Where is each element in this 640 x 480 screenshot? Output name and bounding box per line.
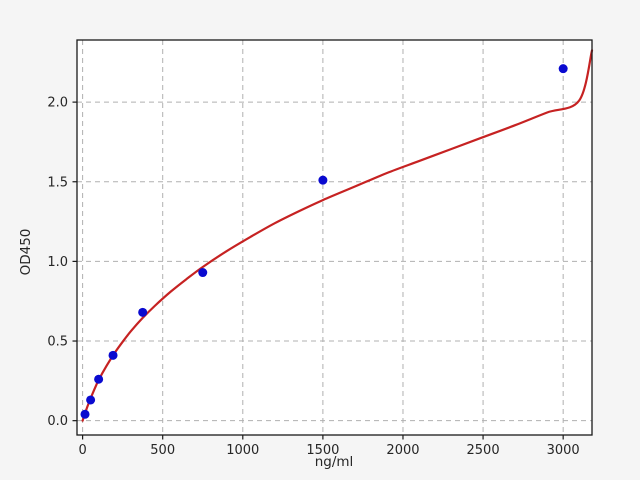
x-tick-label: 0 — [78, 443, 86, 458]
data-point-marker — [86, 395, 96, 405]
gridlines — [77, 40, 592, 435]
plot-area-background — [77, 40, 592, 435]
x-axis-ticks: 0 500 1000 1500 2000 2500 3000 — [78, 435, 580, 458]
x-tick-label: 1500 — [306, 443, 339, 458]
data-point-marker — [80, 409, 90, 419]
fitted-curve — [81, 49, 594, 422]
x-tick-label: 3000 — [547, 443, 580, 458]
data-point-marker — [318, 175, 328, 185]
data-layer — [80, 49, 594, 422]
y-tick-label: 2.0 — [47, 96, 68, 111]
x-tick-label: 2500 — [467, 443, 500, 458]
data-point-marker — [94, 374, 104, 384]
y-axis-ticks: 0.0 0.5 1.0 1.5 2.0 — [47, 96, 77, 429]
x-tick-label: 1000 — [226, 443, 259, 458]
data-point-marker — [558, 64, 568, 74]
data-point-marker — [198, 268, 208, 278]
x-axis-title: ng/ml — [315, 454, 354, 470]
data-point-markers — [80, 64, 568, 419]
y-tick-label: 0.0 — [47, 414, 68, 429]
x-tick-label: 500 — [150, 443, 175, 458]
y-tick-label: 1.0 — [47, 255, 68, 270]
data-point-marker — [138, 307, 148, 317]
axes-frame — [76, 39, 593, 436]
x-tick-label: 2000 — [386, 443, 419, 458]
data-point-marker — [108, 350, 118, 360]
y-axis-title: OD450 — [18, 229, 34, 276]
y-tick-label: 0.5 — [47, 335, 68, 350]
y-tick-label: 1.5 — [47, 175, 68, 190]
